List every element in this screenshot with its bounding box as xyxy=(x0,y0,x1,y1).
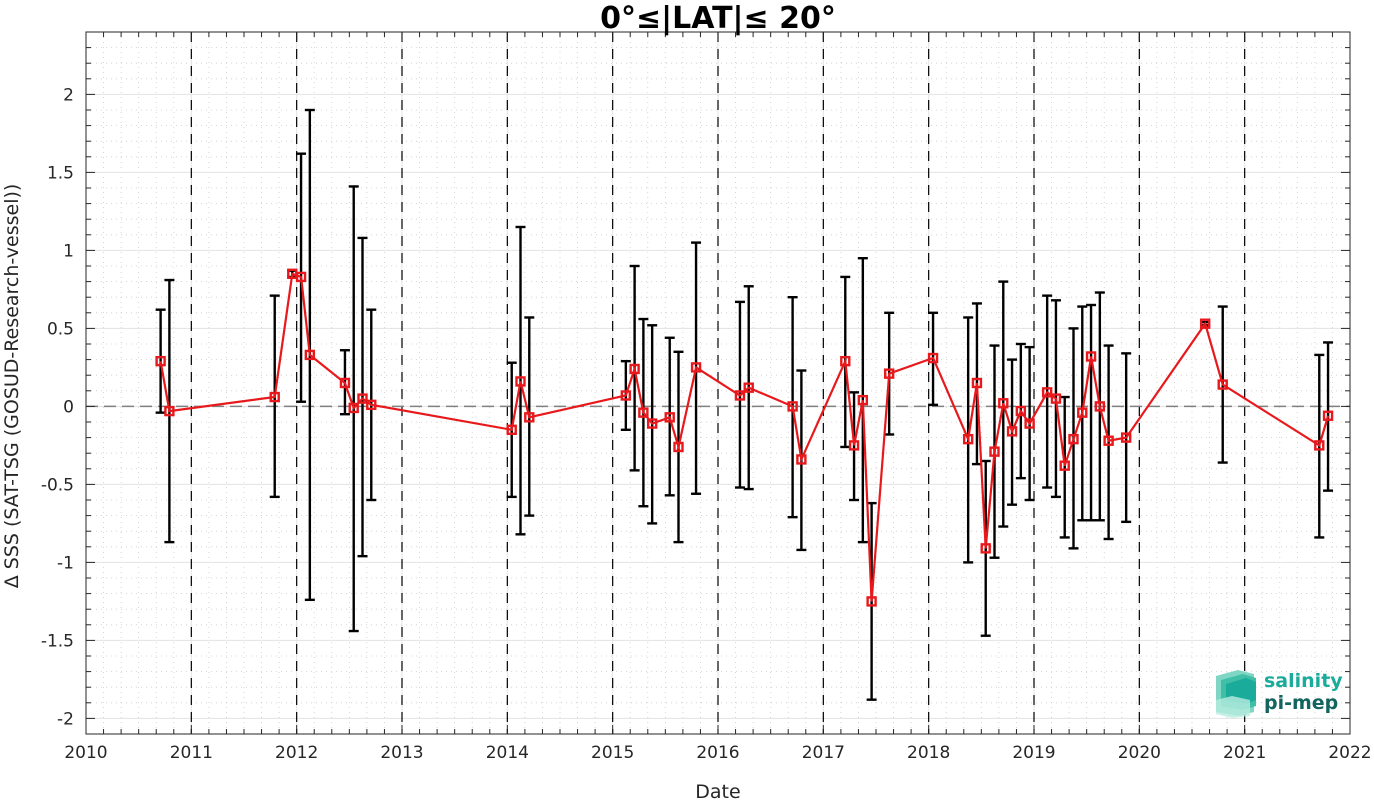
data-point-marker xyxy=(998,398,1009,409)
data-point-marker xyxy=(971,377,983,389)
y-tick-label: -1.5 xyxy=(41,631,74,651)
data-point-marker xyxy=(366,399,377,411)
data-point-marker xyxy=(927,352,939,364)
data-point-marker xyxy=(1006,426,1018,437)
data-point-marker xyxy=(664,412,675,423)
data-point-marker xyxy=(1322,410,1334,421)
x-tick-label: 2015 xyxy=(591,743,634,763)
data-point-marker xyxy=(1041,387,1053,398)
data-point-marker xyxy=(743,382,754,393)
data-point-marker xyxy=(1068,433,1079,445)
data-point-marker xyxy=(629,363,640,375)
data-point-marker xyxy=(1015,405,1027,417)
data-point-marker xyxy=(1059,460,1070,471)
y-tick-label: -1 xyxy=(57,553,74,573)
x-tick-label: 2010 xyxy=(64,743,107,763)
x-tick-labels: 2010 2011 2012 2013 2014 2015 2016 2017 2018 2019… xyxy=(64,743,1371,763)
data-point-marker xyxy=(848,440,860,451)
data-point-marker xyxy=(787,401,798,412)
data-point-marker xyxy=(1217,379,1228,390)
data-point-marker xyxy=(638,407,649,418)
y-tick-label: 1 xyxy=(63,241,74,261)
x-tick-label: 2011 xyxy=(170,743,213,763)
data-point-marker xyxy=(796,454,807,465)
data-point-marker xyxy=(620,390,632,401)
data-point-marker xyxy=(1103,435,1114,446)
logo-text-pi-mep: pi-mep xyxy=(1264,692,1338,714)
data-point-marker xyxy=(734,390,746,401)
x-tick-label: 2016 xyxy=(696,743,739,763)
data-point-marker xyxy=(989,446,1000,457)
y-tick-label: -0.5 xyxy=(41,475,74,495)
x-tick-label: 2018 xyxy=(907,743,950,763)
year-divider-lines xyxy=(190,32,1246,734)
data-point-marker xyxy=(339,377,351,389)
data-point-marker xyxy=(883,368,895,379)
chart-title: 0°≤|LAT|≤ 20° xyxy=(600,1,836,36)
data-point-marker xyxy=(1094,401,1106,412)
data-markers xyxy=(155,268,1334,607)
data-point-marker xyxy=(857,394,869,406)
data-point-marker xyxy=(962,433,974,445)
x-tick-label: 2012 xyxy=(275,743,318,763)
data-point-marker xyxy=(1199,318,1211,329)
data-point-marker xyxy=(1314,440,1325,451)
y-tick-label: -2 xyxy=(57,709,74,729)
y-tick-label: 0.5 xyxy=(47,319,74,339)
data-point-marker xyxy=(295,271,307,283)
y-tick-label: 1.5 xyxy=(47,163,74,183)
y-tick-label: 0 xyxy=(63,397,74,417)
data-point-marker xyxy=(690,362,702,373)
data-point-marker xyxy=(646,418,658,429)
data-point-marker xyxy=(840,355,851,367)
data-point-marker xyxy=(1077,407,1088,418)
y-axis-label: Δ SSS (SAT-TSG (GOSUD-Research-vessel)) xyxy=(1,184,23,589)
data-point-marker xyxy=(1085,351,1097,362)
data-point-marker xyxy=(269,391,280,403)
data-point-marker xyxy=(164,405,175,417)
data-point-marker xyxy=(1050,393,1062,404)
x-tick-label: 2022 xyxy=(1328,743,1371,763)
x-tick-label: 2020 xyxy=(1118,743,1161,763)
data-point-marker xyxy=(357,393,368,404)
data-point-marker xyxy=(1024,418,1035,429)
y-tick-label: 2 xyxy=(63,85,74,105)
x-axis-label: Date xyxy=(695,781,740,801)
x-tick-label: 2021 xyxy=(1223,743,1266,763)
data-point-marker xyxy=(980,543,991,554)
data-point-marker xyxy=(1120,432,1132,443)
axis-ticks xyxy=(85,31,1351,735)
data-point-marker xyxy=(506,424,517,435)
data-point-marker xyxy=(348,402,359,414)
data-point-marker xyxy=(304,349,316,361)
data-point-marker xyxy=(673,441,684,453)
data-point-marker xyxy=(155,355,166,367)
salinity-pi-mep-logo: salinity pi-mep xyxy=(1216,670,1343,718)
x-tick-label: 2014 xyxy=(486,743,529,763)
logo-text-salinity: salinity xyxy=(1264,670,1343,692)
logo-mark-icon xyxy=(1216,670,1256,718)
y-tick-labels: 2 1.5 1 0.5 0 -0.5 -1 -1.5 -2 xyxy=(41,85,74,729)
data-point-marker xyxy=(515,376,526,387)
data-point-marker xyxy=(524,412,535,423)
x-tick-label: 2013 xyxy=(380,743,423,763)
x-tick-label: 2019 xyxy=(1012,743,1055,763)
x-tick-label: 2017 xyxy=(802,743,845,763)
data-point-marker xyxy=(866,596,877,607)
